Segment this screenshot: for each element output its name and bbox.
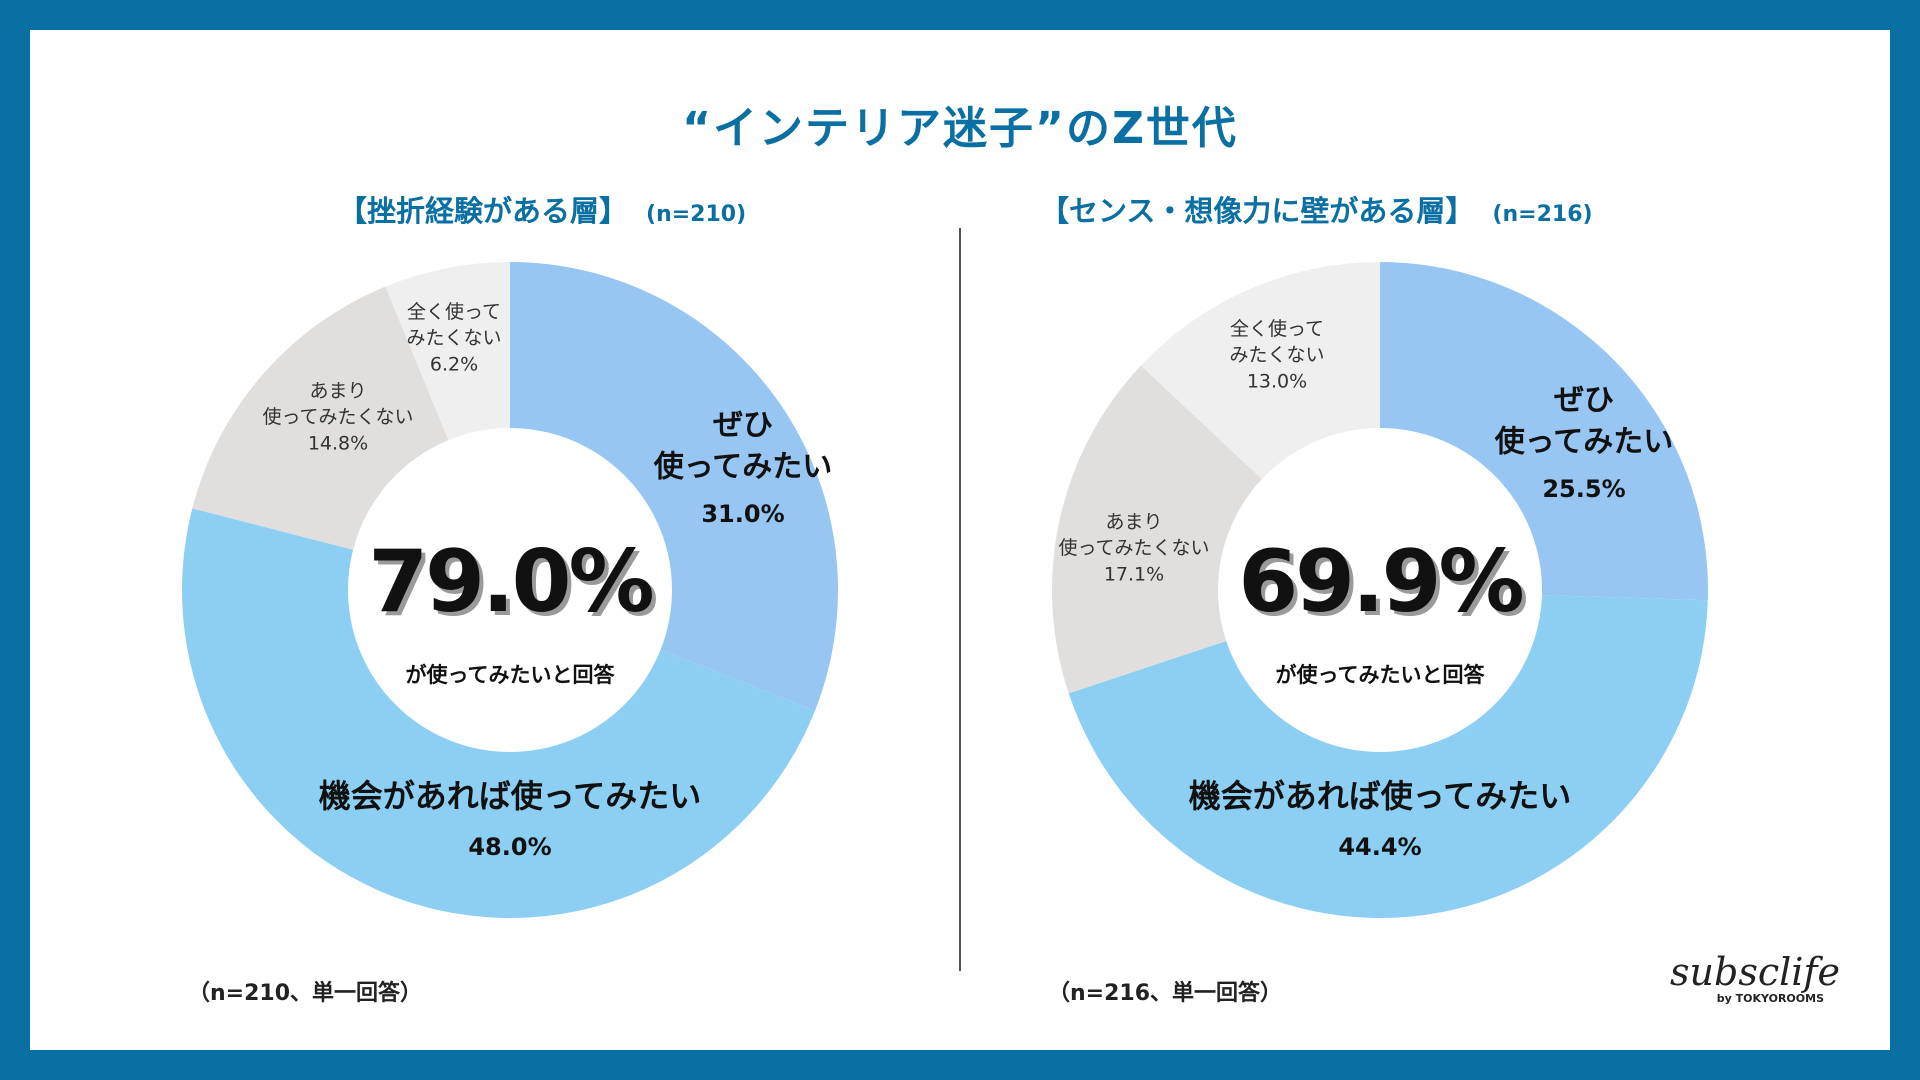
chart-2-slice-kikai (1068, 595, 1708, 918)
chart-1-label-kikai-line-1: 機会があれば使ってみたい (319, 777, 701, 815)
chart-1-label-amari-line-1: あまり (309, 380, 366, 402)
chart-divider (959, 228, 961, 971)
chart-1-slice-mattaku (385, 262, 510, 441)
chart-2-label-kikai: 機会があれば使ってみたい 44.4% (1189, 777, 1571, 861)
chart-2-label-amari-line-1: あまり (1105, 511, 1162, 533)
logo-byline: by TOKYOROOMS (1716, 992, 1824, 1005)
chart-2-slice-zehi (1380, 262, 1708, 601)
chart-2-value-kikai: 44.4% (1338, 833, 1421, 861)
chart-1-value-mattaku: 6.2% (430, 353, 478, 375)
chart-2-label-mattaku-line-1: 全く使って (1230, 318, 1324, 340)
chart-1-label-zehi-line-1: ぜひ (713, 408, 773, 443)
chart-1-slice-amari (192, 286, 449, 550)
infographic-panel: “インテリア迷子”のZ世代 【挫折経験がある層】 (n=210) 【センス・想像力… (30, 30, 1890, 1050)
chart-1-footnote: （n=210、単一回答） (188, 981, 423, 1006)
chart-1-value-zehi: 31.0% (701, 500, 784, 528)
chart-1-title: 【挫折経験がある層】 (338, 194, 629, 228)
chart-1-center-caption: が使ってみたいと回答 (406, 663, 616, 687)
chart-1-slice-zehi (510, 262, 839, 711)
chart-2-label-amari-line-2: 使ってみたくない (1058, 537, 1209, 559)
subsclife-logo: subsclife by TOKYOROOMS (1670, 950, 1840, 1005)
chart-2-slice-mattaku (1140, 262, 1380, 480)
chart-1-label-mattaku-line-2: みたくない (406, 327, 501, 349)
chart-1-label-zehi-line-2: 使ってみたい (653, 449, 833, 484)
chart-2-label-kikai-line-1: 機会があれば使ってみたい (1189, 777, 1571, 815)
chart-1-label-amari-line-2: 使ってみたくない (262, 406, 413, 428)
chart-2-center-value: 69.9% (1238, 532, 1522, 632)
chart-2-label-mattaku-line-2: みたくない (1229, 344, 1324, 366)
chart-1-n: (n=210) (646, 202, 747, 227)
chart-2-center-caption: が使ってみたいと回答 (1276, 663, 1486, 687)
chart-1-value-amari: 14.8% (308, 432, 368, 454)
logo-wordmark: subsclife (1670, 950, 1840, 994)
chart-2-value-zehi: 25.5% (1542, 475, 1625, 503)
page-title: “インテリア迷子”のZ世代 (682, 103, 1238, 154)
chart-2-title: 【センス・想像力に壁がある層】 (1040, 194, 1475, 228)
chart-1-label-mattaku-line-1: 全く使って (407, 301, 501, 323)
chart-1-slice-kikai (181, 508, 815, 919)
chart-1-heading: 【挫折経験がある層】 (n=210) (338, 188, 746, 238)
chart-2-value-mattaku: 13.0% (1247, 370, 1307, 392)
chart-2-label-zehi-line-1: ぜひ (1554, 383, 1614, 418)
chart-2-heading: 【センス・想像力に壁がある層】 (n=216) (1040, 188, 1593, 238)
chart-1-center-value: 79.0% (368, 532, 652, 632)
chart-2-slice-amari (1051, 365, 1262, 694)
chart-1-value-kikai: 48.0% (468, 833, 551, 861)
chart-2-n: (n=216) (1492, 202, 1593, 227)
chart-2-value-amari: 17.1% (1104, 563, 1164, 585)
chart-1-center-value-shadow: 79.0% (372, 536, 656, 636)
chart-2-center-value-shadow: 69.9% (1242, 536, 1526, 636)
donut-charts: ぜひ使ってみたい31.0%機会があれば使ってみたい48.0%あまり使ってみたくな… (181, 262, 1708, 919)
chart-2-footnote: （n=216、単一回答） (1048, 981, 1283, 1006)
chart-2-label-zehi-line-2: 使ってみたい (1494, 424, 1674, 459)
chart-1-label-kikai: 機会があれば使ってみたい 48.0% (319, 777, 701, 861)
